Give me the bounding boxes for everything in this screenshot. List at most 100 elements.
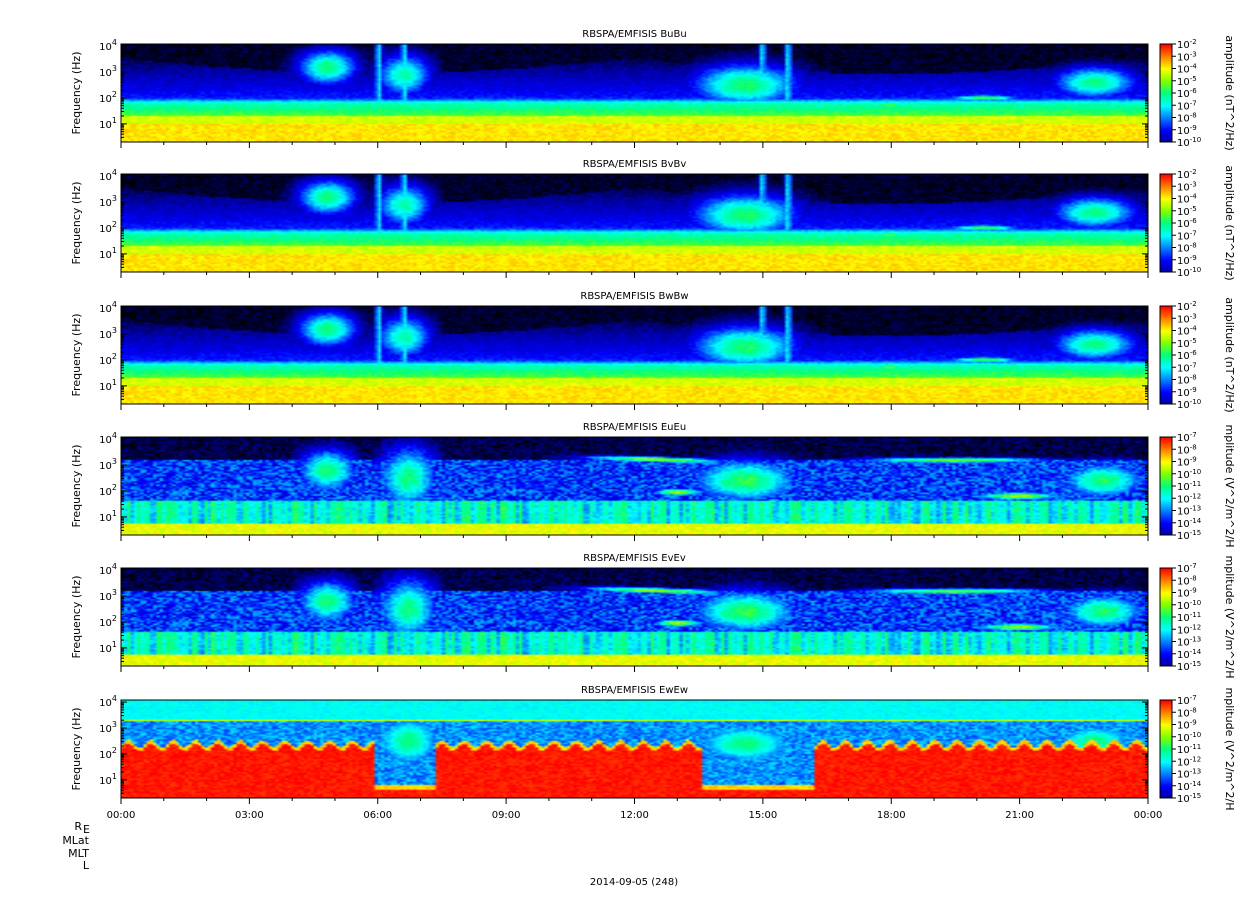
x-tick-label: 03:00	[235, 810, 264, 821]
spectrogram-image	[121, 700, 1148, 798]
colorbar-tick-label: 10-10	[1177, 136, 1201, 149]
colorbar-gradient	[1160, 700, 1172, 798]
colorbar-tick-label: 10-4	[1177, 63, 1197, 76]
colorbar-gradient	[1160, 306, 1172, 404]
ephemeris-subscript: E	[83, 823, 90, 836]
colorbar-label: amplitude (nT^2/Hz)	[1223, 35, 1236, 150]
colorbar-tick-label: 10-2	[1177, 38, 1197, 51]
colorbar-tick-label: 10-10	[1177, 599, 1201, 612]
colorbar-tick-label: 10-10	[1177, 468, 1201, 481]
colorbar-tick-label: 10-5	[1177, 205, 1197, 218]
panel-title: RBSPA/EMFISIS EuEu	[583, 422, 686, 433]
colorbar-tick-label: 10-3	[1177, 312, 1197, 325]
colorbar-tick-label: 10-9	[1177, 124, 1197, 137]
spectrogram-image	[121, 174, 1148, 272]
colorbar-tick-label: 10-9	[1177, 587, 1197, 600]
y-axis-label: Frequency (Hz)	[70, 52, 83, 135]
y-tick-label: 101	[99, 509, 117, 524]
y-tick-label: 103	[99, 588, 117, 603]
colorbar-gradient	[1160, 44, 1172, 142]
y-tick-label: 103	[99, 457, 117, 472]
colorbar-tick-label: 10-11	[1177, 480, 1201, 493]
y-tick-label: 102	[99, 220, 117, 235]
colorbar-label: amplitude (nT^2/Hz)	[1223, 297, 1236, 412]
y-axis-label: Frequency (Hz)	[70, 445, 83, 528]
colorbar-label: mplitude (V^2/m^2/H	[1223, 688, 1236, 811]
ephemeris-label: MLT	[68, 847, 89, 860]
colorbar-tick-label: 10-12	[1177, 492, 1201, 505]
colorbar-tick-label: 10-7	[1177, 562, 1197, 575]
y-tick-label: 101	[99, 116, 117, 131]
colorbar-tick-label: 10-5	[1177, 337, 1197, 350]
colorbar-tick-label: 10-15	[1177, 660, 1201, 673]
panel-6: RBSPA/EMFISIS EwEw 101 102 103 104 Frequency …	[70, 685, 1236, 811]
y-axis-label: Frequency (Hz)	[70, 708, 83, 791]
colorbar-tick-label: 10-8	[1177, 374, 1197, 387]
colorbar-tick-label: 10-10	[1177, 266, 1201, 279]
panel-title: RBSPA/EMFISIS BwBw	[580, 291, 688, 302]
colorbar-tick-label: 10-10	[1177, 398, 1201, 411]
colorbar-gradient	[1160, 174, 1172, 272]
colorbar-tick-label: 10-9	[1177, 456, 1197, 469]
colorbar-tick-label: 10-14	[1177, 780, 1202, 793]
colorbar-tick-label: 10-8	[1177, 706, 1197, 719]
colorbar-tick-label: 10-4	[1177, 193, 1197, 206]
spectrogram-image	[121, 44, 1148, 142]
y-axis-label: Frequency (Hz)	[70, 314, 83, 397]
colorbar-tick-label: 10-9	[1177, 719, 1197, 732]
colorbar-label: amplitude (nT^2/Hz)	[1223, 165, 1236, 280]
panel-4: RBSPA/EMFISIS EuEu 101 102 103 104 Frequency …	[70, 422, 1236, 548]
y-tick-label: 104	[99, 38, 117, 53]
x-tick-label: 00:00	[107, 810, 136, 821]
panel-title: RBSPA/EMFISIS EwEw	[581, 685, 688, 696]
panel-2: RBSPA/EMFISIS BvBv 101 102 103 104 Frequency …	[70, 159, 1236, 281]
colorbar-tick-label: 10-7	[1177, 431, 1197, 444]
y-tick-label: 101	[99, 246, 117, 261]
colorbar-tick-label: 10-2	[1177, 300, 1197, 313]
colorbar-gradient	[1160, 437, 1172, 535]
colorbar-gradient	[1160, 568, 1172, 666]
colorbar-tick-label: 10-15	[1177, 792, 1201, 805]
colorbar-tick-label: 10-3	[1177, 180, 1197, 193]
y-tick-label: 101	[99, 772, 117, 787]
colorbar-tick-label: 10-8	[1177, 443, 1197, 456]
y-tick-label: 104	[99, 694, 117, 709]
colorbar-tick-label: 10-6	[1177, 217, 1197, 230]
colorbar-tick-label: 10-8	[1177, 242, 1197, 255]
y-tick-label: 103	[99, 326, 117, 341]
colorbar-tick-label: 10-8	[1177, 574, 1197, 587]
colorbar-tick-label: 10-11	[1177, 611, 1201, 624]
colorbar-tick-label: 10-6	[1177, 87, 1197, 100]
colorbar-tick-label: 10-5	[1177, 75, 1197, 88]
colorbar-tick-label: 10-12	[1177, 623, 1201, 636]
colorbar-tick-label: 10-3	[1177, 50, 1197, 63]
y-axis-label: Frequency (Hz)	[70, 182, 83, 265]
x-tick-label: 00:00	[1134, 810, 1163, 821]
colorbar-tick-label: 10-9	[1177, 254, 1197, 267]
panel-3: RBSPA/EMFISIS BwBw 101 102 103 104 Frequency …	[70, 291, 1236, 413]
colorbar-label: mplitude (V^2/m^2/H	[1223, 556, 1236, 679]
y-tick-label: 102	[99, 746, 117, 761]
y-tick-label: 102	[99, 90, 117, 105]
colorbar-tick-label: 10-14	[1177, 517, 1202, 530]
x-tick-label: 12:00	[620, 810, 649, 821]
colorbar-tick-label: 10-7	[1177, 229, 1197, 242]
spectrogram-image	[121, 568, 1148, 666]
x-tick-label: 15:00	[748, 810, 777, 821]
ephemeris-label: MLat	[62, 834, 89, 847]
y-tick-label: 102	[99, 483, 117, 498]
y-tick-label: 103	[99, 720, 117, 735]
ephemeris-label: L	[83, 859, 90, 872]
x-tick-label: 09:00	[492, 810, 521, 821]
panel-1: RBSPA/EMFISIS BuBu 101 102 103 104 Frequency …	[70, 29, 1236, 151]
y-tick-label: 104	[99, 562, 117, 577]
panel-5: RBSPA/EMFISIS EvEv 101 102 103 104 Frequency …	[70, 553, 1236, 679]
colorbar-tick-label: 10-14	[1177, 648, 1202, 661]
colorbar-tick-label: 10-7	[1177, 99, 1197, 112]
y-tick-label: 104	[99, 431, 117, 446]
x-tick-label: 21:00	[1005, 810, 1034, 821]
y-tick-label: 104	[99, 168, 117, 183]
colorbar-tick-label: 10-6	[1177, 349, 1197, 362]
